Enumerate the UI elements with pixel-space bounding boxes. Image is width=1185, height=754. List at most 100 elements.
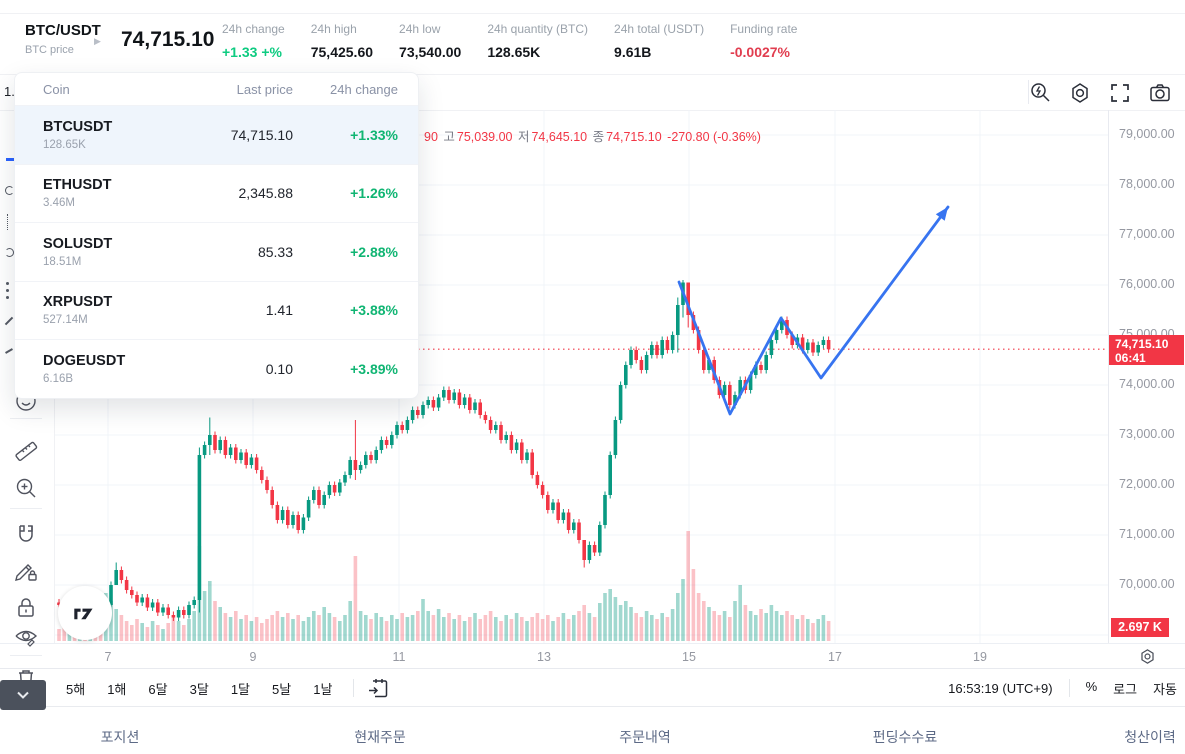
pair-change: +3.89% [350, 360, 398, 377]
timeframe-1날[interactable]: 1날 [313, 681, 333, 697]
tab-1[interactable]: 포지션 [100, 729, 140, 745]
pair-subtitle: BTC price [25, 44, 74, 56]
top-divider [0, 13, 1185, 14]
stat-label: 24h change [222, 22, 285, 36]
tab-2[interactable]: 현재주문 [354, 729, 406, 745]
price-axis[interactable]: 79,000.00 78,000.00 77,000.00 76,000.00 75,0… [1108, 110, 1185, 643]
stat-24h-quantity-btc-: 24h quantity (BTC) 128.65K [487, 22, 588, 60]
pair-volume: 128.65K [43, 138, 86, 151]
pair-last-price: 1.41 [265, 302, 293, 319]
price-tick: 79,000.00 [1119, 127, 1175, 141]
pair-name[interactable]: BTC/USDT [25, 22, 101, 39]
legend-value: 74,715.10 [606, 130, 662, 144]
market-header: BTC/USDT BTC price ▶ 74,715.10 24h chang… [0, 14, 1185, 74]
pair-row-ethusdt[interactable]: ETHUSDT 3.46M 2,345.88 +1.26% [15, 163, 418, 223]
magnet-icon[interactable] [13, 522, 39, 548]
pair-symbol: ETHUSDT [43, 177, 112, 194]
camera-icon[interactable] [1147, 80, 1173, 106]
stat-24h-change: 24h change +1.33 +% [222, 22, 285, 60]
header-stats: 24h change +1.33 +% 24h high 75,425.60 24h l… [222, 22, 797, 60]
stat-24h-high: 24h high 75,425.60 [311, 22, 373, 60]
badge-countdown: 06:41 [1115, 351, 1146, 366]
legend-value: 74,645.10 [531, 130, 588, 144]
price-tick: 78,000.00 [1119, 177, 1175, 191]
stat-value: 128.65K [487, 44, 541, 60]
pair-volume: 3.46M [43, 197, 75, 210]
timeframe-buttons: 5해 1해 6달 3달 1달 5날 1날 [57, 669, 390, 707]
pair-row-xrpusdt[interactable]: XRPUSDT 527.14M 1.41 +3.88% [15, 280, 418, 340]
pair-caret-icon[interactable]: ▶ [94, 36, 101, 46]
clock[interactable]: 16:53:19 (UTC+9) [948, 680, 1053, 696]
fullscreen-icon[interactable] [1107, 80, 1133, 106]
stat-value: 9.61B [614, 44, 652, 60]
timeframe-3달[interactable]: 3달 [189, 681, 209, 697]
legend-label: 고 [439, 130, 455, 144]
pair-volume: 18.51M [43, 255, 82, 268]
time-tick: 15 [682, 650, 696, 664]
eye-icon[interactable] [13, 625, 39, 651]
lock-icon[interactable] [13, 595, 39, 621]
timeframe-5날[interactable]: 5날 [272, 681, 292, 697]
tool-fragment-2 [7, 214, 10, 230]
zoom-in-icon[interactable] [13, 475, 39, 501]
pair-symbol: XRPUSDT [43, 294, 113, 311]
price-tick: 71,000.00 [1119, 527, 1175, 541]
pair-symbol: SOLUSDT [43, 235, 113, 252]
scale-button-자동[interactable]: 자동 [1153, 681, 1177, 697]
stat-24h-low: 24h low 73,540.00 [399, 22, 461, 60]
scale-button-%[interactable]: % [1085, 678, 1098, 694]
pair-cell-coin: ETHUSDT 3.46M [43, 177, 163, 209]
pair-row-solusdt[interactable]: SOLUSDT 18.51M 85.33 +2.88% [15, 222, 418, 281]
pair-last-price: 2,345.88 [238, 185, 294, 202]
clock-separator [1068, 679, 1070, 697]
price-tick: 70,000.00 [1119, 577, 1175, 591]
price-tick: 74,000.00 [1119, 377, 1175, 391]
tool-fragment-4 [6, 282, 9, 285]
pair-last-price: 0.10 [265, 360, 293, 377]
timeframe-1해[interactable]: 1해 [107, 681, 127, 697]
scale-buttons: % 로그 자동 [1086, 679, 1177, 698]
pair-cell-coin: BTCUSDT 128.65K [43, 119, 163, 151]
timeframe-1달[interactable]: 1달 [230, 681, 251, 697]
tool-fragment-1 [5, 186, 14, 195]
pair-volume: 527.14M [43, 314, 88, 327]
pair-row-dogeusdt[interactable]: DOGEUSDT 6.16B 0.10 +3.89% [15, 339, 418, 398]
timeframe-toolbar: 5해 1해 6달 3달 1달 5날 1날 16:53:19 (UTC+9) % 로그 자동 [0, 668, 1185, 707]
tradingview-logo[interactable] [58, 586, 112, 640]
timeframe-5해[interactable]: 5해 [66, 681, 86, 697]
current-price-badge: 74,715.10 06:41 [1109, 335, 1184, 366]
chevron-down-icon [17, 691, 29, 699]
bottom-tabs: 포지션 현재주문 주문내역 펀딩수수료 청산이력 [0, 706, 1185, 754]
stat-value: 75,425.60 [310, 44, 374, 60]
volume-badge: 2.697 K [1111, 618, 1169, 637]
legend-prefix: 90 [424, 130, 438, 144]
timeframe-6달[interactable]: 6달 [148, 681, 168, 697]
axis-settings-icon[interactable] [1138, 647, 1157, 671]
stat-label: 24h low [399, 22, 441, 36]
draw-lock-icon[interactable] [13, 558, 39, 584]
last-price: 74,715.10 [121, 28, 215, 51]
pair-change: +1.26% [350, 185, 398, 202]
scale-button-로그[interactable]: 로그 [1113, 681, 1138, 697]
price-tick: 72,000.00 [1119, 477, 1175, 491]
tab-4[interactable]: 펀딩수수료 [872, 729, 938, 745]
chart-toolbar-divider [0, 110, 1185, 111]
pair-cell-coin: SOLUSDT 18.51M [43, 236, 163, 268]
tab-3[interactable]: 주문내역 [619, 729, 671, 745]
stat-value: -0.0027% [730, 44, 791, 60]
col-coin: Coin [43, 81, 70, 97]
flash-search-icon[interactable] [1027, 80, 1053, 106]
ruler-icon[interactable] [13, 438, 39, 464]
toolbar-scroll-down[interactable] [0, 680, 46, 710]
time-tick: 9 [249, 650, 257, 664]
tab-5[interactable]: 청산이력 [1124, 729, 1176, 745]
pair-row-btcusdt[interactable]: BTCUSDT 128.65K 74,715.10 +1.33% [15, 105, 418, 164]
go-to-date-icon[interactable] [366, 676, 390, 700]
tool-fragment-blue [6, 158, 14, 161]
pair-selector[interactable]: BTC/USDT BTC price [25, 22, 101, 56]
pair-dropdown-panel: Coin Last price 24h change BTCUSDT 128.65… [14, 72, 419, 399]
settings-nut-icon[interactable] [1067, 80, 1093, 106]
time-axis[interactable]: 7 9 11 13 15 17 19 [0, 643, 1185, 669]
legend-value: 75,039.00 [456, 130, 513, 144]
stat-value: 73,540.00 [399, 44, 462, 60]
